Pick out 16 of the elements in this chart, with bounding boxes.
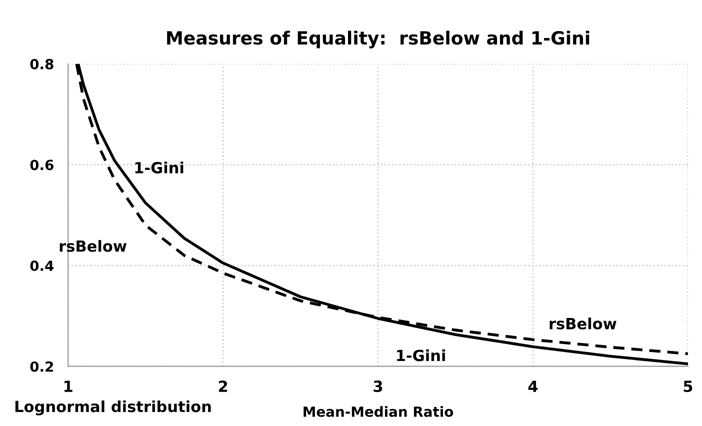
- text: 1-Gini: [397, 349, 445, 362]
- y-tick-label: 0.4: [30, 260, 54, 272]
- text: rsBelow: [60, 240, 127, 252]
- y-tick-label: 0.8: [30, 58, 54, 70]
- x-tick-label: 3: [374, 380, 382, 392]
- x-tick-label: 4: [528, 380, 538, 392]
- x-axis-title: Mean-Median Ratio: [304, 406, 454, 417]
- y-tick-label: 0.6: [30, 160, 54, 170]
- x-tick-label: 5: [684, 380, 692, 392]
- x-tick-label: 2: [218, 380, 228, 392]
- text: Lognormal distribution: [15, 400, 211, 416]
- x-tick-label: 1: [64, 380, 72, 392]
- y-tick-label: 0.2: [30, 361, 53, 372]
- series-label: 1-Gini: [135, 162, 184, 174]
- chart-title: Measures of Equality: rsBelow and 1-Gini: [167, 30, 590, 48]
- series-label: rsBelow: [550, 318, 616, 330]
